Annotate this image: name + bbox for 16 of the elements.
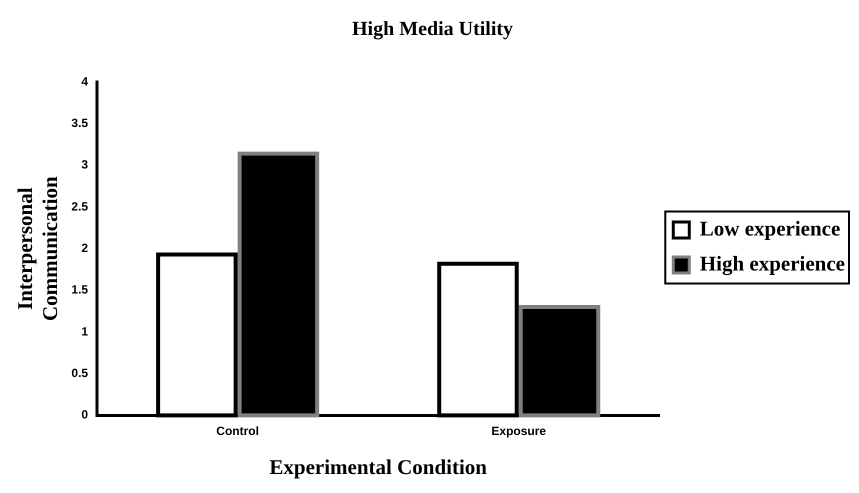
y-tick-label: 0.5: [71, 366, 88, 380]
y-tick-label: 0: [81, 408, 88, 422]
y-tick-label: 1.5: [71, 282, 88, 297]
y-axis-title: Interpersonal Communication: [13, 176, 62, 322]
y-tick-label: 3.5: [71, 116, 88, 130]
chart-title: High Media Utility: [352, 18, 514, 40]
x-tick-label: Control: [216, 424, 259, 438]
x-tick-label: Exposure: [491, 424, 546, 438]
y-tick-label: 3: [81, 158, 88, 172]
y-tick-label: 2: [81, 241, 88, 256]
y-tick-label: 1: [81, 324, 88, 338]
y-tick-label: 4: [81, 74, 88, 88]
x-axis-title: Experimental Condition: [269, 454, 488, 479]
legend-label: Low experience: [700, 216, 840, 240]
legend-label: High experience: [700, 251, 846, 276]
y-tick-label: 2.5: [71, 199, 88, 214]
